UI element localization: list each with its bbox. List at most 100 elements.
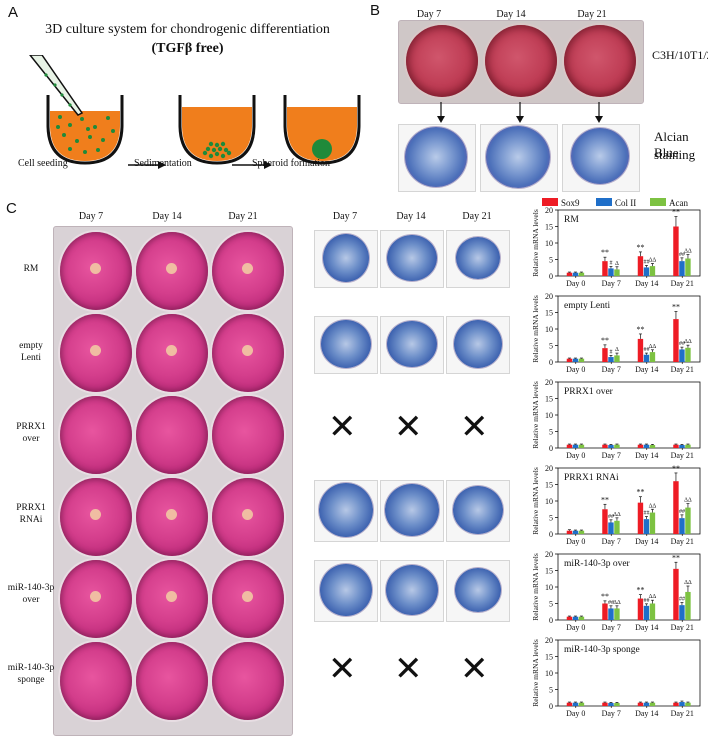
chart-3-annotation-3: ** — [636, 488, 644, 497]
b-section-day14 — [480, 124, 558, 192]
c-well-r2-c1 — [136, 396, 208, 474]
c-well-r5-c1 — [136, 642, 208, 720]
chart-5-xtick-label-0: Day 0 — [566, 709, 585, 718]
chart-5-xtick-label-1: Day 7 — [602, 709, 621, 718]
step-cell-seeding: Cell seeding — [18, 158, 68, 169]
chart-2-ylabel: Relative mRNA levels — [531, 381, 540, 449]
c-well-r1-c1 — [136, 314, 208, 392]
chart-4-bar-col-ii-0 — [572, 616, 579, 620]
chart-0-annotation-7: ## — [679, 252, 685, 258]
chart-0-annotation-2: Δ — [615, 261, 619, 267]
chart-4-ytick-label-2: 10 — [545, 583, 553, 592]
c-disc-mir-day14 — [386, 565, 438, 615]
row-label-prrx1-rnai: PRRX1 RNAi — [16, 503, 46, 525]
chart-4-bar-acan-2 — [649, 603, 656, 620]
chart-3-xtick-label-2: Day 14 — [635, 537, 658, 546]
chart-0-bar-acan-2 — [649, 266, 656, 276]
chart-0-bar-acan-3 — [685, 258, 691, 276]
c-well-r4-c2 — [212, 560, 284, 638]
chart-4-ytick-label-3: 15 — [545, 567, 553, 576]
chart-0-xtick-label-2: Day 14 — [635, 279, 658, 288]
chart-2-bar-col-ii-2 — [643, 444, 650, 448]
chart-5-bar-sox9-3 — [673, 702, 679, 706]
chart-2-title: PRRX1 over — [564, 387, 614, 397]
c-plate-day-14: Day 14 — [152, 211, 182, 222]
c-pellet-r1-c2 — [242, 345, 253, 356]
arrow-1-icon — [128, 161, 166, 169]
chart-0-ytick-label-2: 10 — [545, 239, 553, 248]
c-section-lenti-day7 — [314, 316, 378, 374]
chart-5-ytick-label-4: 20 — [545, 636, 553, 645]
b-down-arrows — [437, 102, 603, 123]
chart-2-bar-sox9-2 — [637, 444, 644, 448]
c-section-rm-day21 — [446, 230, 510, 288]
chart-2-ytick-label-3: 15 — [545, 395, 553, 404]
arrow-2-icon — [232, 161, 272, 169]
chart-5-ytick-label-3: 15 — [545, 653, 553, 662]
c-disc-lenti-day7 — [321, 320, 371, 368]
chart-3-annotation-8: ΔΔ — [684, 498, 692, 504]
chart-3-bar-col-ii-1 — [608, 522, 614, 534]
chart-3-bar-acan-1 — [614, 520, 620, 534]
spheroid-tube — [283, 95, 361, 165]
chart-1-annotation-8: ΔΔ — [684, 339, 692, 345]
chart-3-annotation-4: ## — [643, 511, 649, 517]
chart-1-bar-acan-0 — [578, 358, 585, 362]
chart-2-xtick-label-3: Day 21 — [671, 451, 694, 460]
chart-4-bar-sox9-3 — [673, 568, 679, 620]
legend-label-1: Col II — [615, 198, 636, 208]
chart-0-bar-col-ii-2 — [643, 267, 650, 276]
chart-3-bar-sox9-0 — [566, 530, 573, 534]
c-section-mir-day7 — [314, 560, 378, 622]
chart-0-ylabel: Relative mRNA levels — [531, 209, 540, 277]
chart-1-annotation-4: ## — [643, 347, 649, 353]
b-well-day7 — [406, 25, 478, 97]
chart-1-bar-col-ii-1 — [608, 357, 614, 362]
chart-0-bar-sox9-0 — [566, 272, 573, 276]
b-section-day7 — [398, 124, 476, 192]
c-pellet-r0-c2 — [242, 263, 253, 274]
chart-5-ytick-label-1: 5 — [549, 686, 553, 695]
chart-3-bar-sox9-3 — [673, 481, 679, 534]
chart-3-xtick-label-1: Day 7 — [602, 537, 621, 546]
chart-5-bar-col-ii-0 — [572, 702, 579, 706]
chart-0-ytick-label-0: 0 — [549, 272, 553, 281]
chart-3-annotation-6: ** — [672, 464, 680, 473]
chart-3-annotation-7: ## — [679, 509, 685, 515]
chart-4-annotation-3: ** — [636, 586, 644, 595]
c-disc-lenti-day14 — [387, 321, 437, 367]
chart-3-ytick-label-2: 10 — [545, 497, 553, 506]
chart-1-bar-col-ii-2 — [643, 354, 650, 362]
c-x-prrx1-day14-icon: ✕ — [394, 407, 423, 447]
c-pellet-r4-c0 — [90, 591, 101, 602]
c-disc-rm-day7 — [323, 234, 369, 282]
c-well-r0-c2 — [212, 232, 284, 310]
chart-1-bar-acan-1 — [614, 355, 620, 362]
c-well-r4-c1 — [136, 560, 208, 638]
chart-3-bar-col-ii-0 — [572, 530, 579, 534]
chart-3-ytick-label-4: 20 — [545, 464, 553, 473]
chart-3-annotation-5: ΔΔ — [649, 503, 657, 509]
chart-5-bar-acan-1 — [614, 703, 620, 706]
c-section-mir-day21 — [446, 560, 510, 622]
chart-0-bar-sox9-3 — [673, 226, 679, 276]
legend-swatch-2 — [650, 198, 666, 206]
legend-swatch-0 — [542, 198, 558, 206]
chart-1-ytick-label-2: 10 — [545, 325, 553, 334]
chart-2-bar-sox9-3 — [673, 444, 679, 448]
chart-5-bar-col-ii-3 — [679, 702, 685, 706]
chart-3-bar-col-ii-2 — [643, 519, 650, 534]
c-disc-rnai-day21 — [453, 486, 503, 534]
chart-4-ytick-label-0: 0 — [549, 616, 553, 625]
c-section-day-14: Day 14 — [396, 211, 426, 222]
chart-2-bar-col-ii-3 — [679, 445, 685, 448]
b-section-disc-day7 — [405, 127, 467, 187]
chart-5-ylabel: Relative mRNA levels — [531, 639, 540, 707]
chart-0-bar-col-ii-1 — [608, 268, 614, 276]
c-well-r0-c0 — [60, 232, 132, 310]
chart-1-ytick-label-4: 20 — [545, 292, 553, 301]
chart-4-bar-acan-1 — [614, 608, 620, 620]
chart-3-annotation-2: ΔΔ — [613, 512, 621, 518]
chart-4-bar-sox9-1 — [602, 603, 608, 620]
chart-2-xtick-label-0: Day 0 — [566, 451, 585, 460]
